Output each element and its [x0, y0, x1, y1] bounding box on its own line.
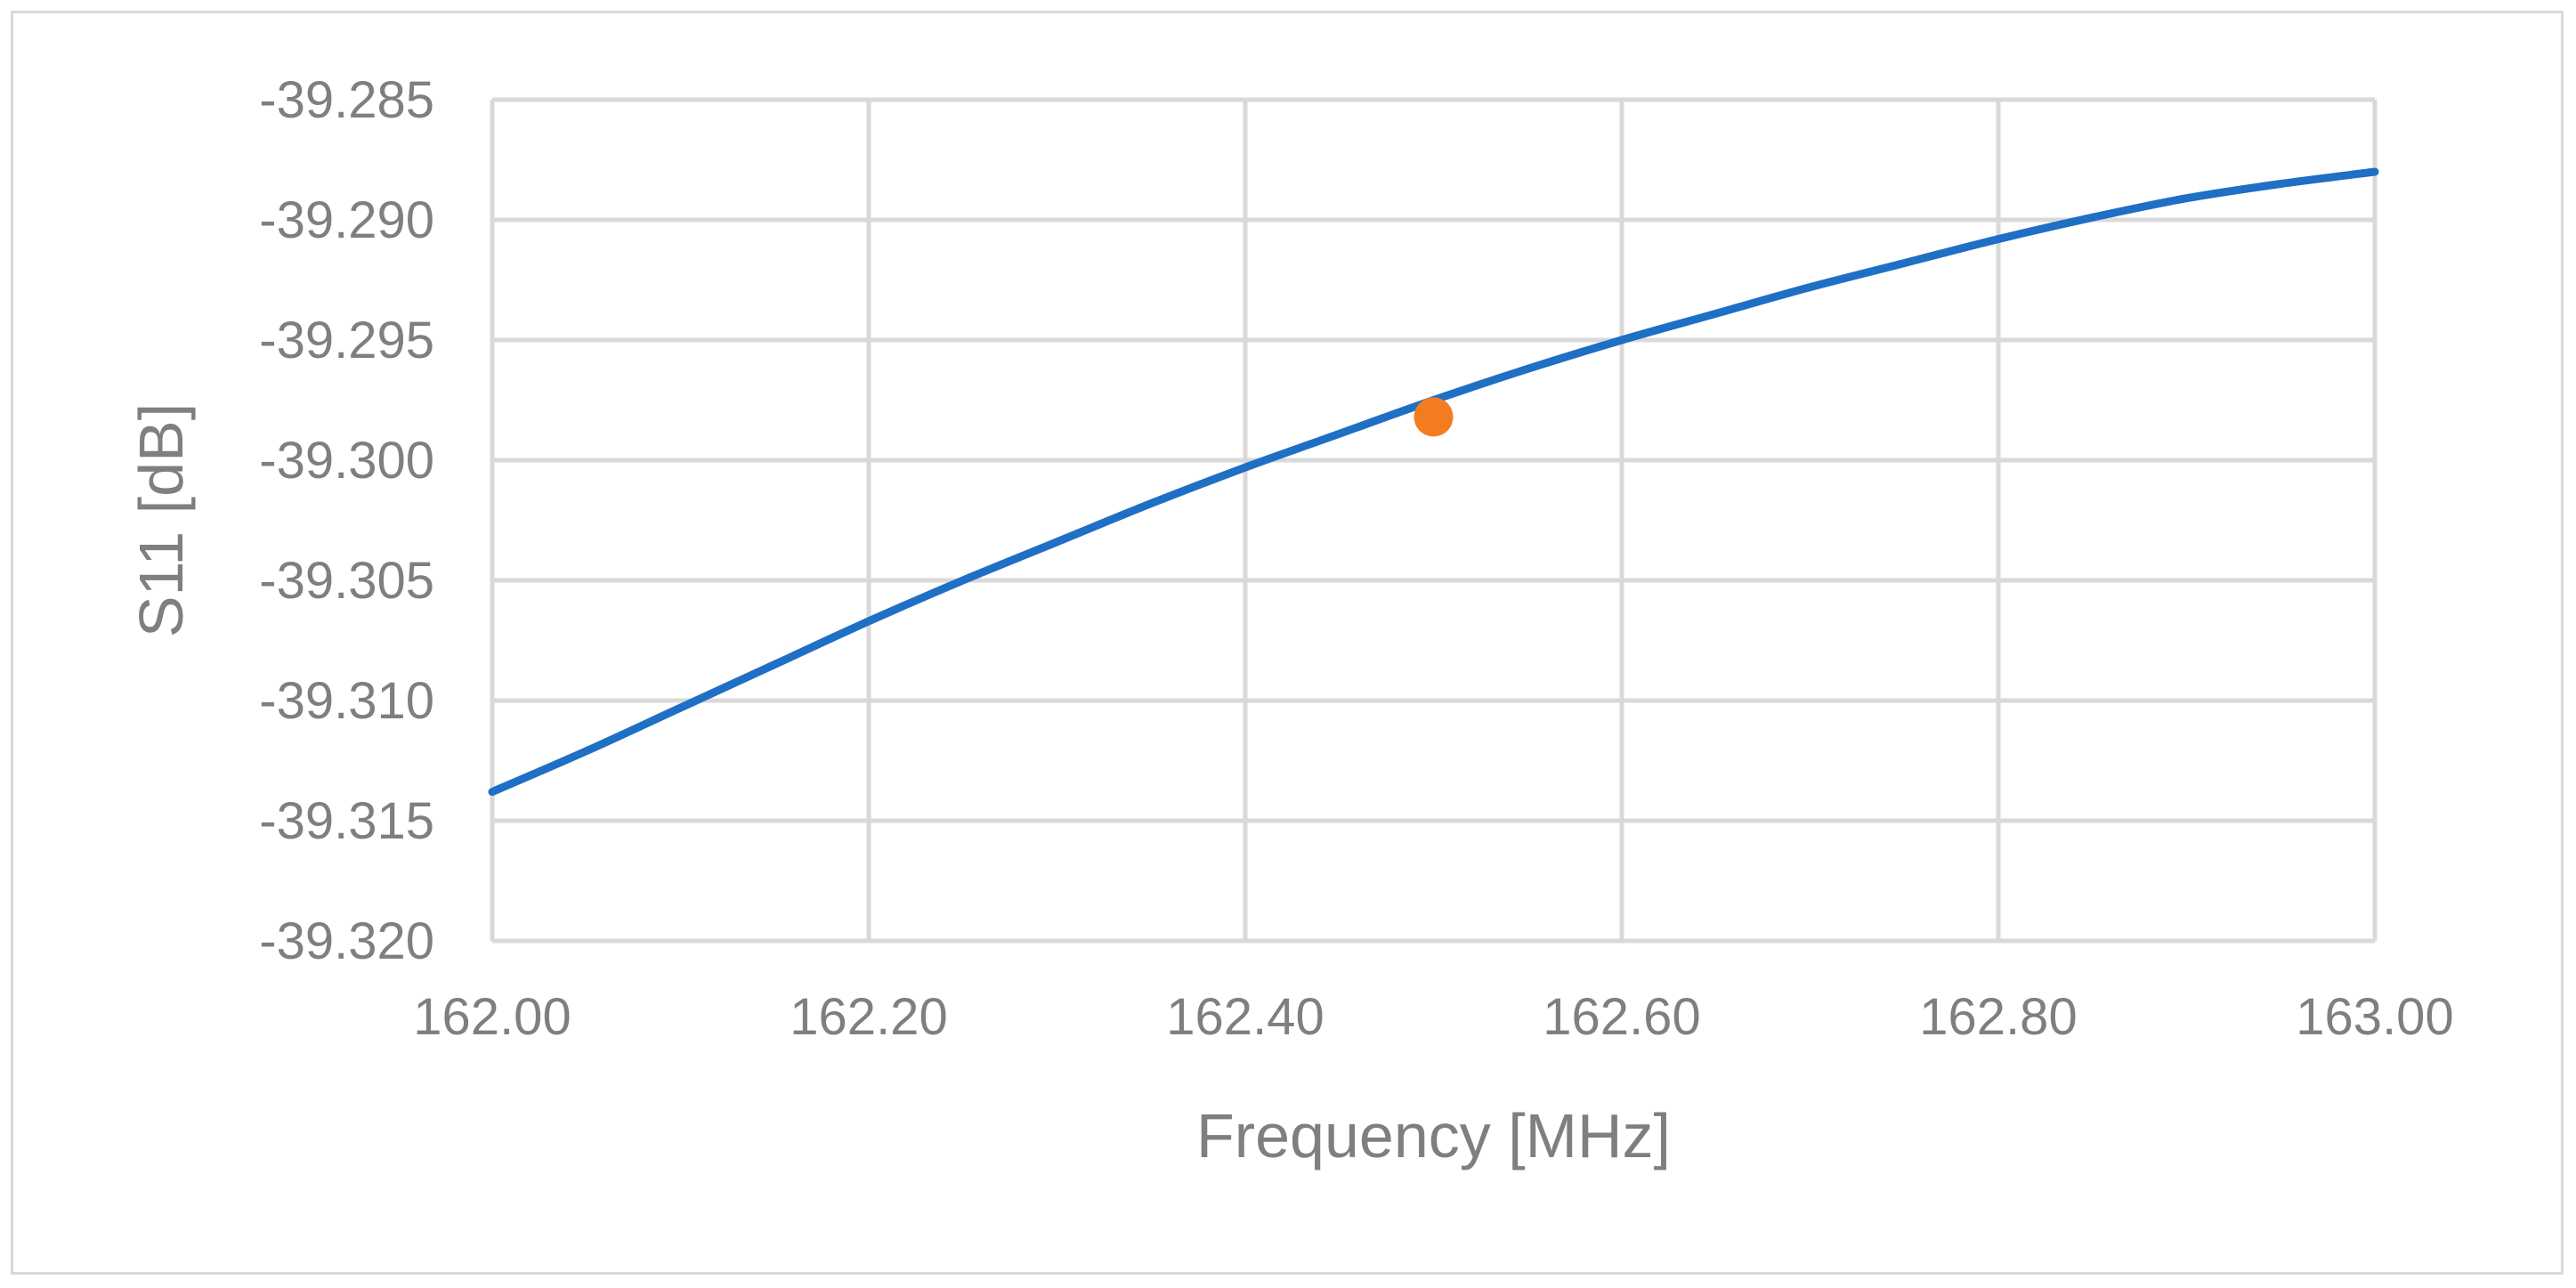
- x-tick-label-2: 162.40: [1166, 988, 1324, 1046]
- x-tick-label-4: 162.80: [1919, 988, 2077, 1046]
- y-tick-label-7: -39.320: [259, 912, 434, 970]
- marker-group: [1414, 397, 1454, 437]
- x-tick-label-0: 162.00: [413, 988, 571, 1046]
- y-tick-label-0: -39.285: [259, 71, 434, 129]
- x-tick-label-1: 162.20: [790, 988, 947, 1046]
- y-axis-title: S11 [dB]: [126, 403, 196, 637]
- x-tick-label-3: 162.60: [1543, 988, 1700, 1046]
- y-tick-label-6: -39.315: [259, 792, 434, 850]
- gridlines: [490, 97, 2378, 944]
- x-tick-label-5: 163.00: [2296, 988, 2453, 1046]
- y-tick-label-2: -39.295: [259, 312, 434, 369]
- x-tick-labels: 162.00 162.20 162.40 162.60 162.80 163.00: [413, 988, 2453, 1046]
- y-tick-label-1: -39.290: [259, 191, 434, 249]
- y-tick-label-5: -39.310: [259, 672, 434, 730]
- y-tick-label-3: -39.300: [259, 432, 434, 490]
- x-axis-title: Frequency [MHz]: [1196, 1101, 1671, 1171]
- y-tick-labels: -39.285 -39.290 -39.295 -39.300 -39.305 -39.3…: [259, 71, 434, 970]
- y-tick-label-4: -39.305: [259, 552, 434, 610]
- marker-point: [1414, 397, 1454, 437]
